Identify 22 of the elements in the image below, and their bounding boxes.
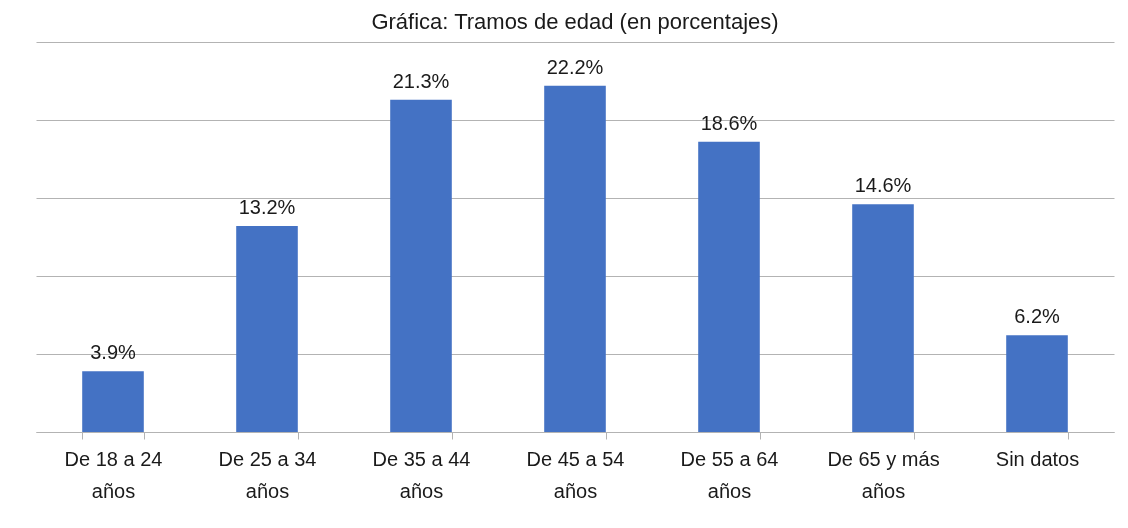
bar (82, 371, 144, 432)
x-tick-label: De 65 y más años (827, 447, 940, 502)
x-tick-label: De 45 a 54 años (526, 447, 625, 502)
x-tick-label: Sin datos (995, 447, 1080, 470)
data-label: 3.9% (90, 341, 137, 364)
data-label: 22.2% (546, 55, 604, 78)
x-tick-label: De 55 a 64 años (680, 447, 779, 502)
bar (852, 204, 914, 432)
x-tick-label: De 25 a 34 años (218, 447, 317, 502)
bar (698, 141, 760, 432)
data-label: 13.2% (238, 196, 296, 219)
data-label: 6.2% (1014, 305, 1061, 328)
x-tick-label: De 35 a 44 años (372, 447, 471, 502)
data-label: 14.6% (854, 174, 912, 197)
chart-title: Gráfica: Tramos de edad (en porcentajes) (371, 9, 779, 34)
bar (236, 226, 298, 432)
bar (544, 85, 606, 432)
bar (390, 99, 452, 432)
bar (1006, 335, 1068, 432)
x-tick-label: De 18 a 24 años (64, 447, 163, 502)
data-label: 18.6% (700, 111, 758, 134)
data-label: 21.3% (392, 69, 450, 92)
